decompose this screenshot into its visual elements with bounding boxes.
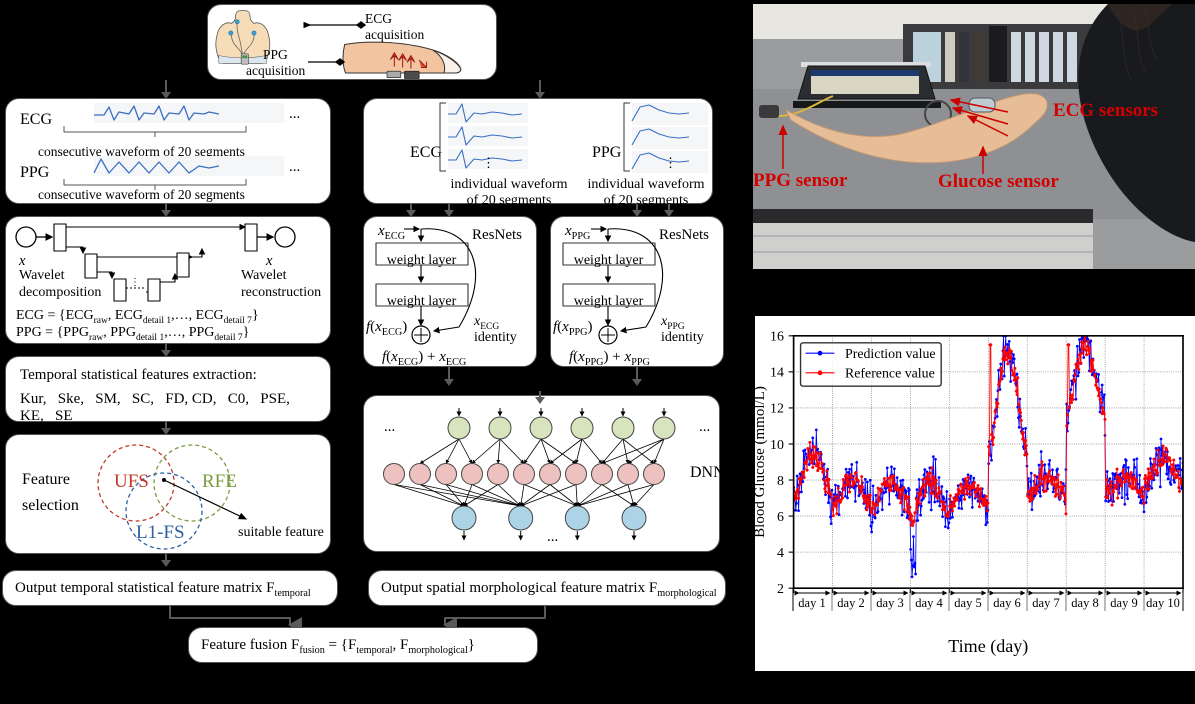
svg-text:...: ... — [384, 419, 395, 435]
svg-text:ECG sensors: ECG sensors — [1053, 100, 1158, 121]
svg-text:acquisition: acquisition — [246, 63, 305, 78]
svg-text:2: 2 — [777, 582, 784, 597]
svg-text:Reference value: Reference value — [845, 367, 935, 382]
svg-text:...: ... — [289, 106, 300, 122]
svg-text:12: 12 — [770, 402, 784, 417]
svg-text:6: 6 — [777, 510, 784, 525]
svg-text:⋮: ⋮ — [130, 277, 140, 288]
svg-text:UFS: UFS — [114, 471, 149, 492]
svg-text:Time (day): Time (day) — [948, 636, 1028, 657]
svg-text:10: 10 — [770, 438, 784, 453]
svg-text:L1-FS: L1-FS — [136, 522, 185, 543]
svg-text:acquisition: acquisition — [365, 27, 424, 42]
svg-text:ECG: ECG — [365, 11, 392, 26]
svg-text:⋮: ⋮ — [482, 155, 495, 170]
svg-text:8: 8 — [777, 474, 784, 489]
svg-text:Prediction value: Prediction value — [845, 347, 936, 362]
svg-text:PPG: PPG — [263, 47, 288, 62]
svg-text:Glucose sensor: Glucose sensor — [938, 171, 1059, 192]
svg-text:4: 4 — [777, 546, 784, 561]
svg-text:PPG: PPG — [592, 144, 622, 161]
svg-text:⋮: ⋮ — [664, 155, 677, 170]
svg-text:...: ... — [547, 529, 558, 545]
svg-text:14: 14 — [770, 366, 784, 381]
svg-text:PPG sensor: PPG sensor — [753, 170, 848, 191]
svg-text:16: 16 — [770, 330, 784, 345]
svg-text:...: ... — [289, 159, 300, 175]
svg-text:ECG: ECG — [410, 144, 442, 161]
svg-text:...: ... — [699, 419, 710, 435]
svg-text:RFE: RFE — [202, 471, 237, 492]
